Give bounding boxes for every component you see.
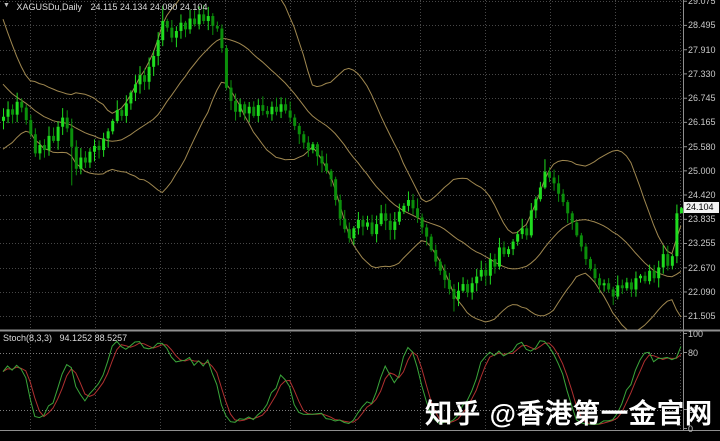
zhihu-watermark-text: 知乎 @香港第一金官网 [425,399,713,429]
price-tick-label: 29.075 [688,0,716,7]
price-tick-label: 27.330 [688,68,716,79]
price-tick-label: 23.835 [688,214,716,225]
indicator-name-label: Stoch(8,3,3) [3,333,53,343]
price-tick-label: 21.505 [688,311,716,322]
ohlc-values: 24.115 24.134 24.080 24.104 [90,2,208,12]
indicator-values: 94.1252 88.5257 [59,333,128,343]
indicator-tick-label: 100 [688,328,704,339]
price-tick-label: 22.090 [688,286,716,297]
price-tick-label: 27.910 [688,44,716,55]
indicator-tick-label: 20 [688,404,699,415]
watermark: 知乎 @香港第一金官网 [425,392,713,431]
chart-marker-icon: ▼ [3,2,10,9]
symbol-timeframe-label: XAGUSDu,Daily [16,2,82,12]
price-tick-label: 26.165 [688,117,716,128]
indicator-tick-label: 0 [688,423,694,434]
price-tick-label: 25.000 [688,165,716,176]
indicator-tick-label: 80 [688,347,699,358]
symbol-info: ▼ XAGUSDu,Daily 24.115 24.134 24.080 24.… [3,2,207,12]
current-price-tag: 24.104 [684,202,719,213]
indicator-label: Stoch(8,3,3) 94.1252 88.5257 [3,333,127,343]
price-tick-label: 22.670 [688,262,716,273]
price-tick-label: 25.580 [688,141,716,152]
price-tick-label: 24.420 [688,190,716,200]
price-tick-label: 23.255 [688,238,716,249]
price-tick-label: 26.745 [688,93,716,104]
price-tick-label: 28.495 [688,20,716,31]
